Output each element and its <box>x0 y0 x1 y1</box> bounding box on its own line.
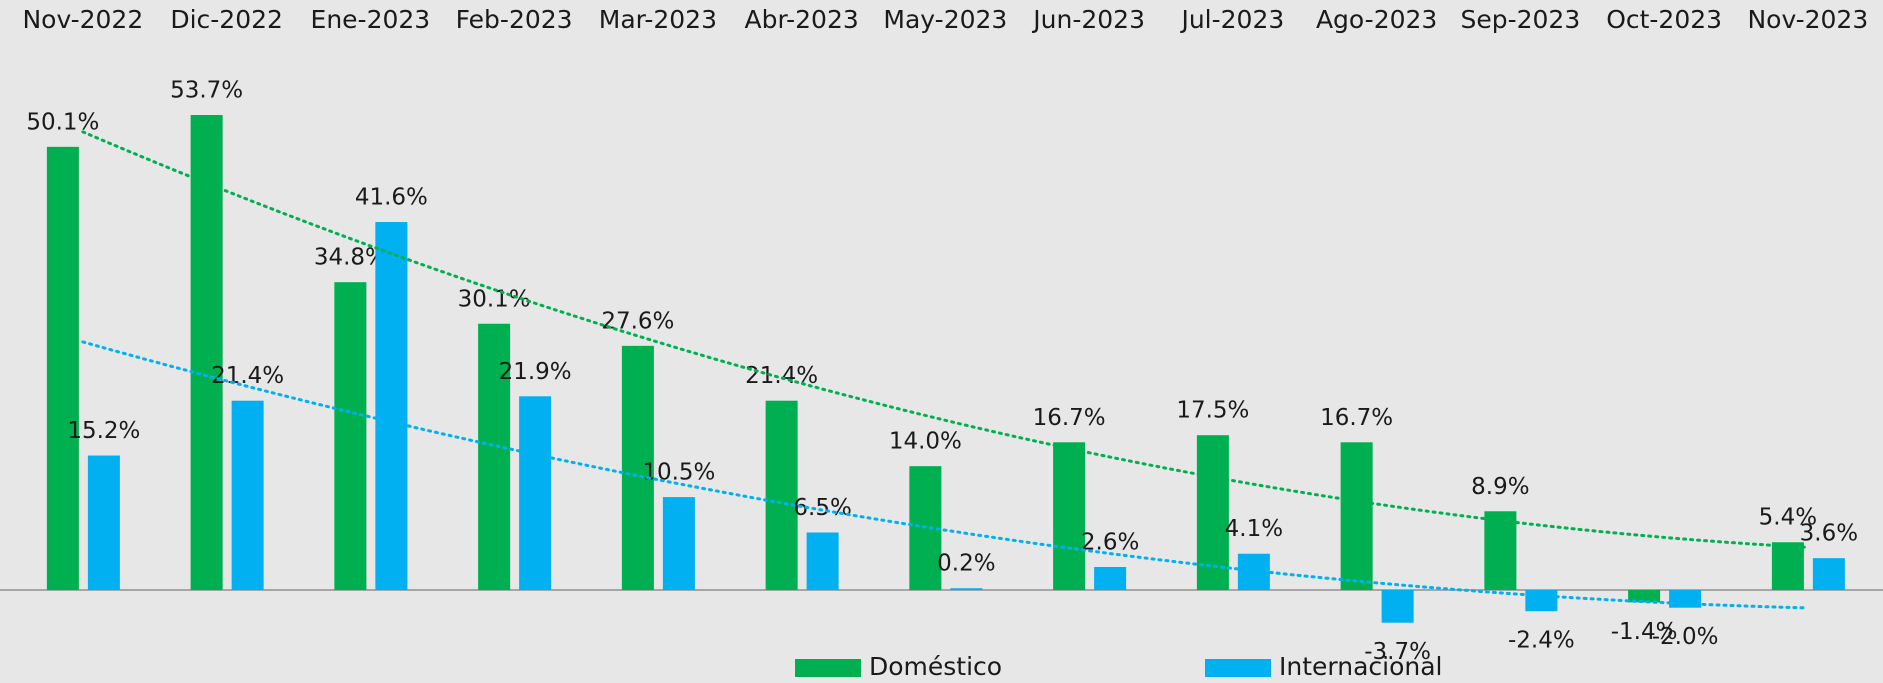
x-tick-label: Feb-2023 <box>456 5 573 34</box>
data-label: 15.2% <box>67 418 140 444</box>
bar <box>1340 442 1373 590</box>
data-label: 27.6% <box>601 308 674 334</box>
bar <box>375 222 408 591</box>
bar <box>1484 511 1517 590</box>
bar <box>1053 442 1086 590</box>
bar <box>1381 590 1414 623</box>
x-tick-label: Ago-2023 <box>1316 5 1437 34</box>
bar <box>190 115 223 590</box>
data-label: 16.7% <box>1033 405 1106 431</box>
data-label: -2.0% <box>1652 624 1719 650</box>
data-label: 21.9% <box>499 359 572 385</box>
bar <box>1094 567 1127 590</box>
bar <box>334 282 367 590</box>
trendline <box>81 340 1810 610</box>
data-label: 4.1% <box>1225 516 1283 542</box>
trendline <box>81 130 1810 549</box>
data-label: 10.5% <box>642 460 715 486</box>
legend-label: Doméstico <box>869 652 1002 681</box>
x-tick-label: Nov-2023 <box>1747 5 1868 34</box>
x-tick-label: Dic-2022 <box>170 5 283 34</box>
bar <box>231 400 264 590</box>
data-label: 0.2% <box>937 551 995 577</box>
x-tick-label: Ene-2023 <box>311 5 431 34</box>
x-tick-label: Sep-2023 <box>1460 5 1580 34</box>
data-label: 41.6% <box>355 185 428 211</box>
legend-label: Internacional <box>1279 652 1443 681</box>
data-label: 14.0% <box>889 429 962 455</box>
data-label: 53.7% <box>170 78 243 104</box>
x-tick-label: Mar-2023 <box>599 5 717 34</box>
bar <box>621 345 654 590</box>
bar <box>1812 558 1845 590</box>
x-tick-label: Abr-2023 <box>744 5 858 34</box>
data-label: 5.4% <box>1759 505 1817 531</box>
bar <box>1771 542 1804 590</box>
x-tick-label: Jun-2023 <box>1031 5 1145 34</box>
x-tick-label: Oct-2023 <box>1606 5 1722 34</box>
bar <box>519 396 552 590</box>
bar <box>478 323 511 590</box>
x-tick-label: May-2023 <box>883 5 1007 34</box>
data-label: -2.4% <box>1508 628 1575 654</box>
data-label: -1.4% <box>1611 619 1678 645</box>
bar <box>662 497 695 590</box>
data-label: 6.5% <box>793 495 851 521</box>
bar <box>806 532 839 590</box>
legend-swatch <box>1205 659 1271 677</box>
x-tick-label: Jul-2023 <box>1179 5 1284 34</box>
x-tick-label: Nov-2022 <box>22 5 143 34</box>
data-label: 21.4% <box>211 363 284 389</box>
bar <box>1525 590 1558 612</box>
bar <box>46 146 79 591</box>
data-label: 17.5% <box>1176 398 1249 424</box>
bar <box>1628 590 1661 603</box>
data-label: 8.9% <box>1471 474 1529 500</box>
data-label: -3.7% <box>1364 639 1431 665</box>
bar <box>765 400 798 590</box>
bar <box>87 455 120 590</box>
legend-swatch <box>795 659 861 677</box>
data-label: 50.1% <box>26 109 99 135</box>
data-label: 21.4% <box>745 363 818 389</box>
data-label: 3.6% <box>1800 521 1858 547</box>
bar <box>950 588 983 590</box>
data-label: 16.7% <box>1320 405 1393 431</box>
